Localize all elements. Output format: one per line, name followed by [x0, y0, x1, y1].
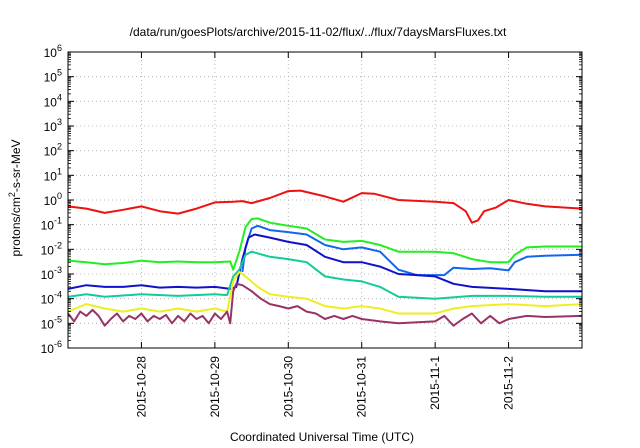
y-tick-label-exponent: 4 [57, 92, 62, 102]
series-line-2 [67, 217, 582, 271]
y-tick-label-base: 10 [44, 145, 58, 159]
y-axis-label-main: protons/cm [9, 197, 23, 256]
y-tick-label-base: 10 [44, 95, 58, 109]
y-tick-label: 100 [44, 191, 62, 208]
x-axis-ticks: 2015-10-28 2015-10-29 2015-10-30 2015-10-31… [134, 52, 516, 418]
y-tick-label-exponent: -1 [54, 216, 62, 226]
y-tick-label-base: 10 [41, 268, 55, 282]
y-tick-label: 10-3 [41, 265, 62, 282]
y-tick-label-exponent: -4 [54, 290, 62, 300]
y-tick-label: 105 [44, 68, 62, 85]
y-tick-label: 10-6 [41, 339, 62, 356]
y-tick-label: 10-5 [41, 314, 62, 331]
y-tick-label-exponent: -2 [54, 240, 62, 250]
y-tick-label-exponent: -6 [54, 339, 62, 349]
y-axis-label: protons/cm2-s-sr-MeV [7, 139, 23, 256]
series-line-5 [67, 250, 582, 300]
y-tick-label: 10-2 [41, 240, 62, 257]
y-tick-label: 106 [44, 43, 62, 60]
x-tick-label: 2015-11-1 [428, 356, 442, 410]
x-tick-label: 2015-10-28 [134, 356, 148, 418]
y-tick-label: 104 [44, 92, 62, 109]
y-tick-label-base: 10 [44, 46, 58, 60]
series-line-4 [67, 233, 582, 293]
y-tick-label: 101 [44, 166, 62, 183]
y-tick-label-base: 10 [41, 219, 55, 233]
x-tick-label: 2015-11-2 [502, 356, 516, 410]
series-line-1 [67, 189, 583, 224]
y-tick-label: 10-4 [41, 290, 62, 307]
y-tick-label-exponent: 2 [57, 142, 62, 152]
y-tick-label: 102 [44, 142, 62, 159]
series-line-6 [67, 271, 583, 315]
y-tick-label-exponent: 3 [57, 117, 62, 127]
y-tick-label: 103 [44, 117, 62, 134]
series-line-3 [241, 224, 583, 277]
y-axis-label-units: -s-sr-MeV [9, 139, 23, 192]
y-tick-label-base: 10 [41, 342, 55, 356]
y-tick-label-exponent: 0 [57, 191, 62, 201]
x-axis-label: Coordinated Universal Time (UTC) [230, 430, 414, 444]
y-tick-label-base: 10 [44, 120, 58, 134]
y-tick-label: 10-1 [41, 216, 62, 233]
x-tick-label: 2015-10-30 [281, 356, 295, 418]
y-tick-label-exponent: -3 [54, 265, 62, 275]
grid-lines [68, 52, 582, 348]
y-axis-ticks: 10-610-510-410-310-210-11001011021031041… [41, 43, 582, 356]
y-axis-label-superscript: 2 [7, 192, 17, 197]
y-tick-label-base: 10 [44, 71, 58, 85]
x-tick-label: 2015-10-29 [208, 356, 222, 418]
y-tick-label-base: 10 [44, 194, 58, 208]
y-tick-label-exponent: 5 [57, 68, 62, 78]
y-tick-label-base: 10 [44, 169, 58, 183]
series-lines [67, 189, 583, 327]
y-tick-label-exponent: -5 [54, 314, 62, 324]
chart-title: /data/run/goesPlots/archive/2015-11-02/f… [130, 25, 507, 39]
y-tick-label-exponent: 1 [57, 166, 62, 176]
series-line-7 [67, 282, 583, 327]
y-tick-label-base: 10 [41, 317, 55, 331]
y-tick-label-exponent: 6 [57, 43, 62, 53]
x-tick-label: 2015-10-31 [355, 356, 369, 418]
y-tick-label-base: 10 [41, 293, 55, 307]
y-tick-label-base: 10 [41, 243, 55, 257]
